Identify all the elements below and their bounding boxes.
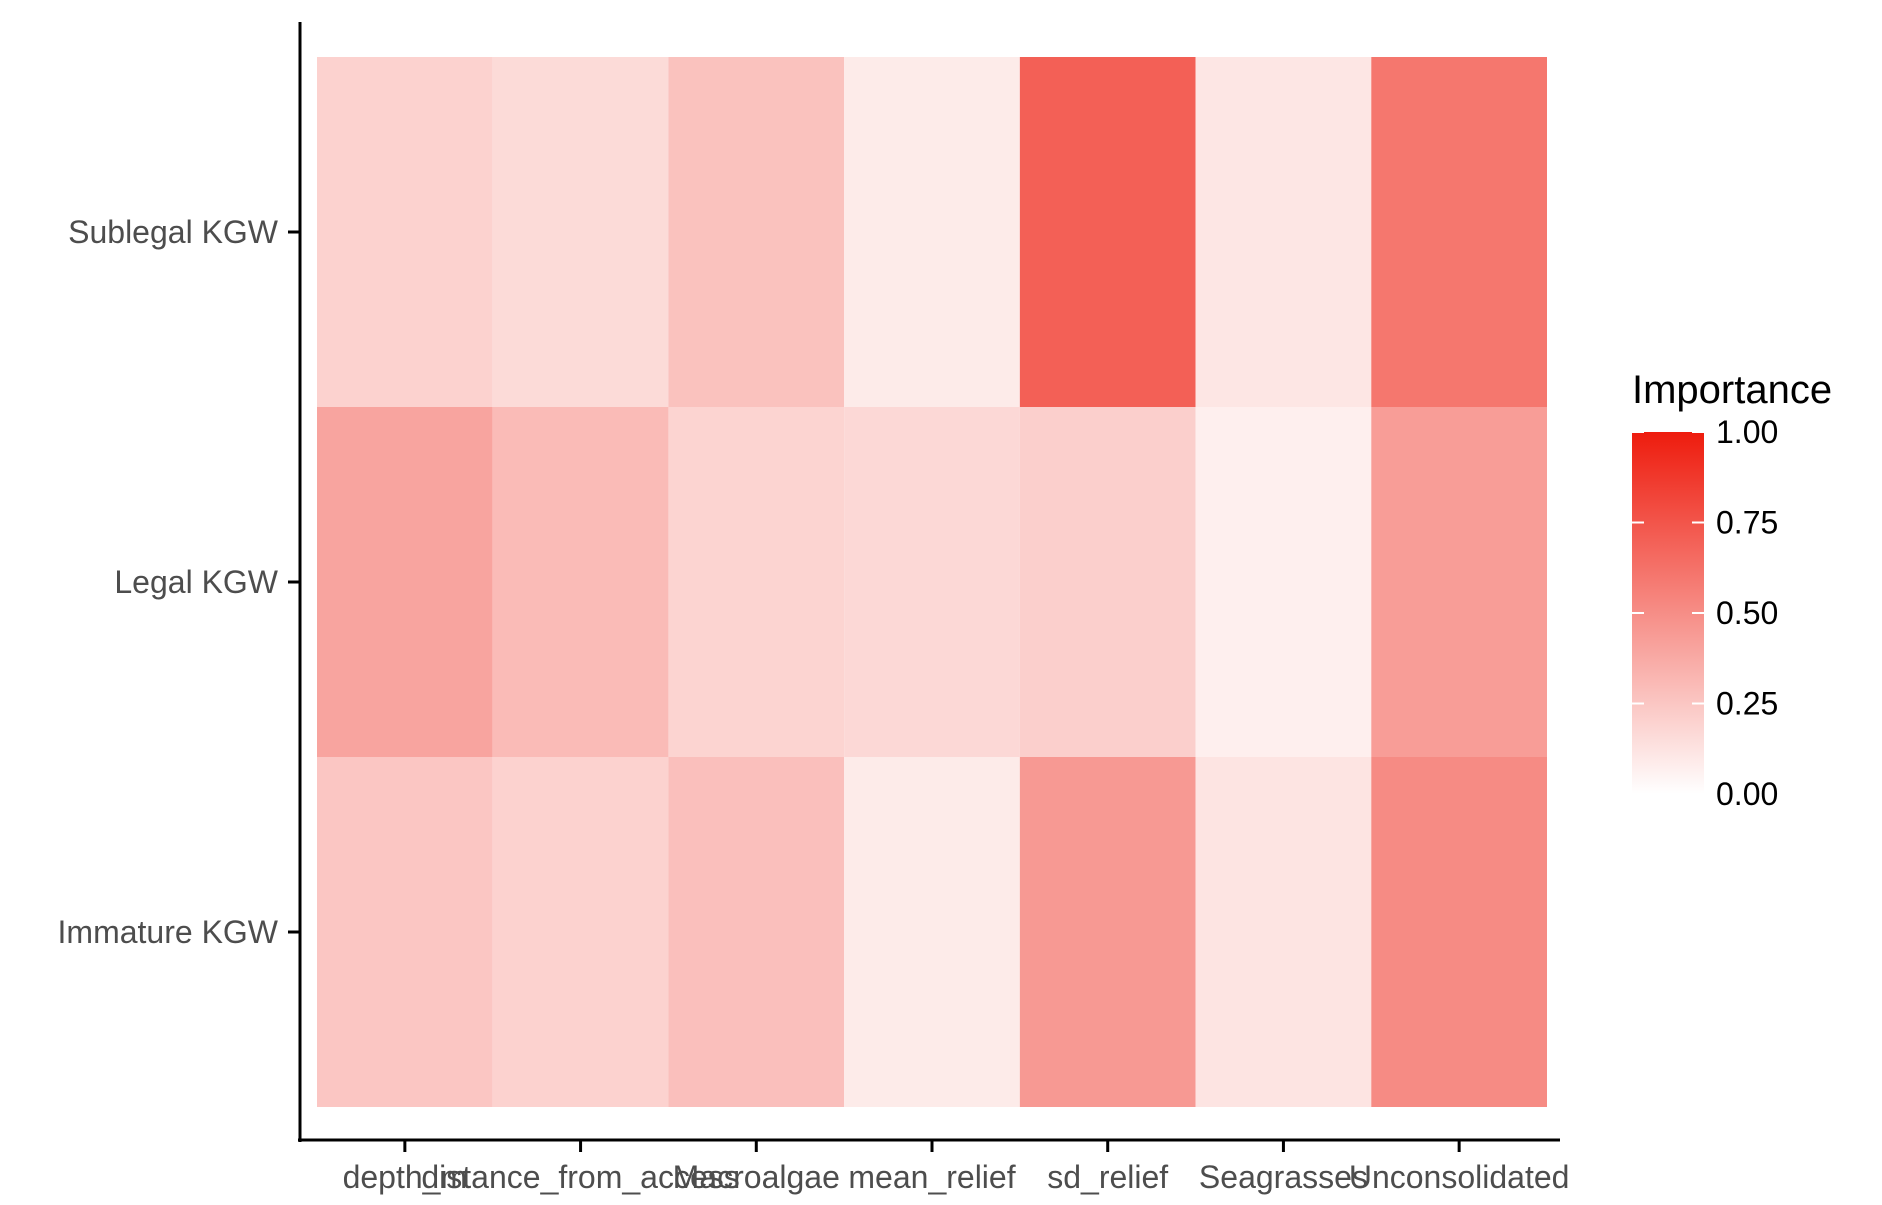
x-tick-label: mean_relief (848, 1159, 1015, 1195)
heatmap-cell (668, 407, 845, 757)
legend-ticks: 1.00 0.75 0.50 0.25 0.00 (1632, 414, 1778, 812)
heatmap-cell (1371, 757, 1547, 1107)
heatmap-cell (1195, 757, 1372, 1107)
legend-tick-label: 0.25 (1716, 686, 1778, 722)
y-axis-ticks: Sublegal KGW Legal KGW Immature KGW (58, 214, 300, 950)
legend-title: Importance (1632, 368, 1832, 412)
heatmap-cell (317, 757, 493, 1107)
heatmap-cell (1371, 57, 1547, 407)
legend-tick-label: 0.00 (1716, 776, 1778, 812)
legend-tick-label: 0.50 (1716, 595, 1778, 631)
y-tick-label: Sublegal KGW (68, 214, 279, 250)
heatmap-cell (492, 757, 669, 1107)
heatmap-cell (1019, 757, 1196, 1107)
legend: Importance 1.00 0.75 0.50 0.25 0.00 (1632, 368, 1832, 812)
heatmap-cell (844, 57, 1020, 407)
heatmap-cells (317, 57, 1547, 1107)
heatmap-cell (1019, 57, 1196, 407)
heatmap-cell (1195, 57, 1372, 407)
heatmap-cell (492, 57, 669, 407)
x-tick-label: distance_from_access (421, 1159, 739, 1195)
x-tick-label: depth_m (343, 1159, 468, 1195)
legend-tick-label: 0.75 (1716, 505, 1778, 541)
heatmap-cell (492, 407, 669, 757)
heatmap-cell (317, 407, 493, 757)
heatmap-cell (1195, 407, 1372, 757)
heatmap-cell (1371, 407, 1547, 757)
heatmap-cell (668, 757, 845, 1107)
y-tick-label: Legal KGW (114, 564, 278, 600)
x-tick-label: Unconsolidated (1349, 1159, 1570, 1195)
y-tick-label: Immature KGW (58, 914, 279, 950)
legend-tick-label: 1.00 (1716, 414, 1778, 450)
heatmap-cell (317, 57, 493, 407)
heatmap-cell (1019, 407, 1196, 757)
x-tick-label: Macroalgae (673, 1159, 840, 1195)
x-tick-label: sd_relief (1047, 1159, 1168, 1195)
heatmap-cell (668, 57, 845, 407)
heatmap-cell (844, 407, 1020, 757)
heatmap-cell (844, 757, 1020, 1107)
x-tick-label: Seagrasses (1199, 1159, 1368, 1195)
